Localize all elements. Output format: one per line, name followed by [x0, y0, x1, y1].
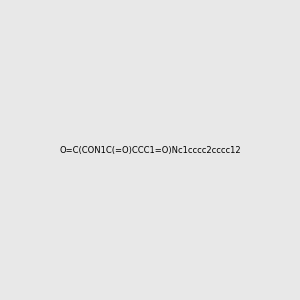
- Text: O=C(CON1C(=O)CCC1=O)Nc1cccc2cccc12: O=C(CON1C(=O)CCC1=O)Nc1cccc2cccc12: [59, 146, 241, 154]
